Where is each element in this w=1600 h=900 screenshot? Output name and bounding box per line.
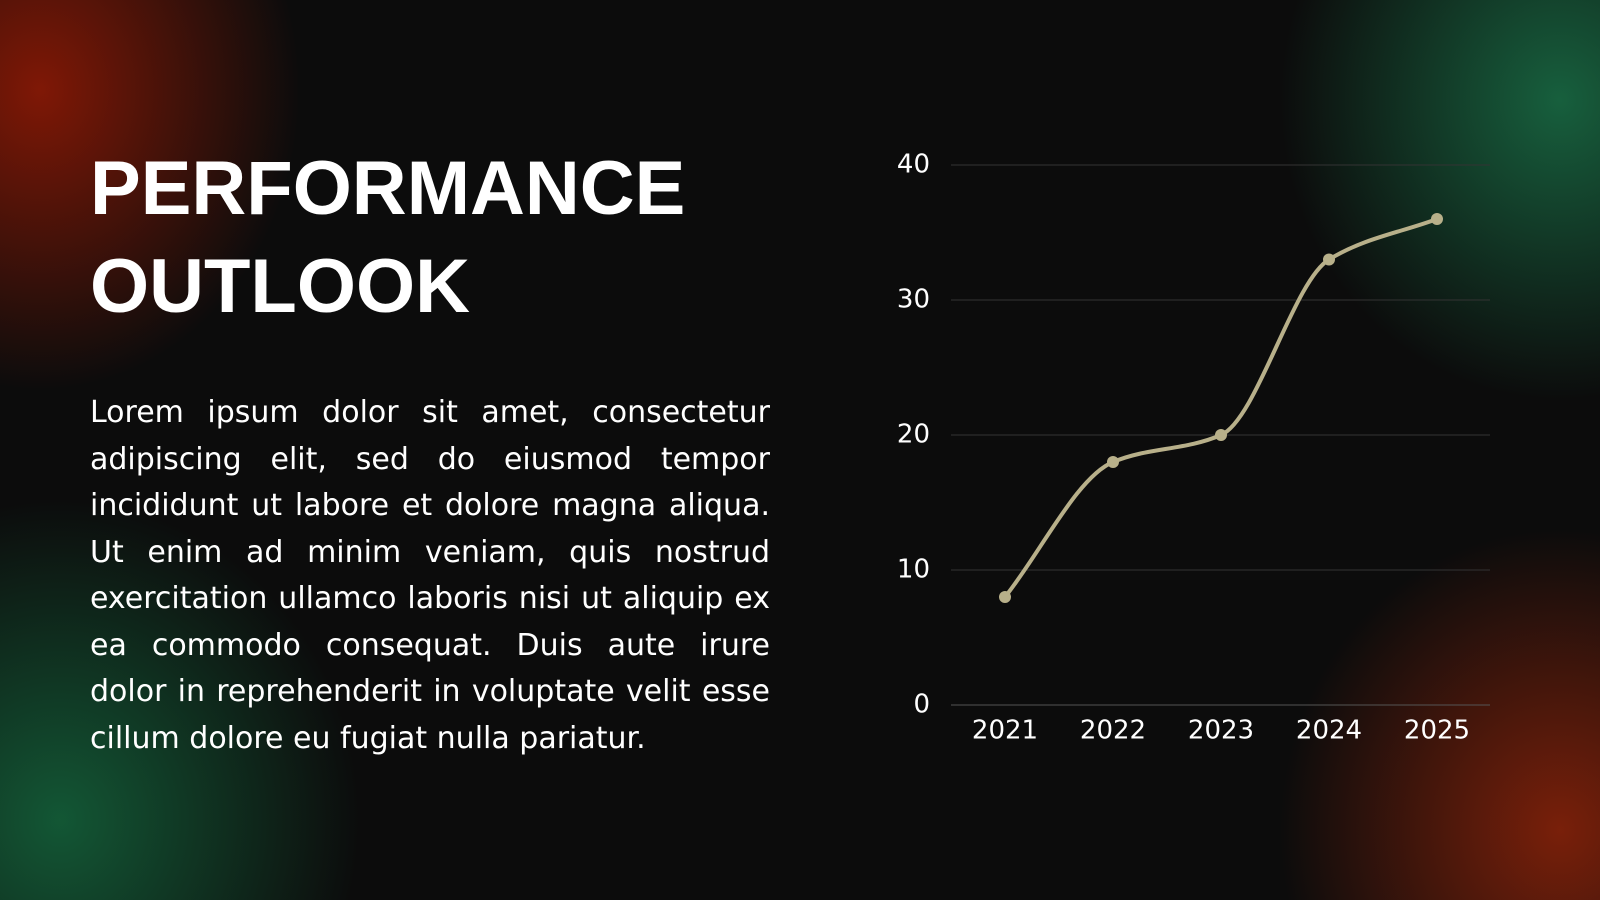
body-text: Lorem ipsum dolor sit amet, consectetur … [90,395,770,756]
x-tick-label: 2022 [1080,716,1146,746]
title: PERFORMANCE OUTLOOK [90,146,686,329]
y-tick-label: 40 [897,150,930,180]
point [999,591,1011,603]
y-tick-label: 30 [897,285,930,315]
line [1003,217,1438,599]
point [1323,253,1335,266]
x-tick-label: 2021 [972,716,1038,746]
point [1215,429,1227,441]
point [1107,456,1119,468]
x-tick-label: 2025 [1404,716,1470,746]
y-tick-label: 10 [897,555,930,585]
y-tick-label: 0 [913,690,930,720]
point [1431,213,1443,225]
x-tick-label: 2023 [1188,716,1254,746]
y-tick-label: 20 [897,420,930,450]
x-tick-label: 2024 [1296,716,1362,746]
